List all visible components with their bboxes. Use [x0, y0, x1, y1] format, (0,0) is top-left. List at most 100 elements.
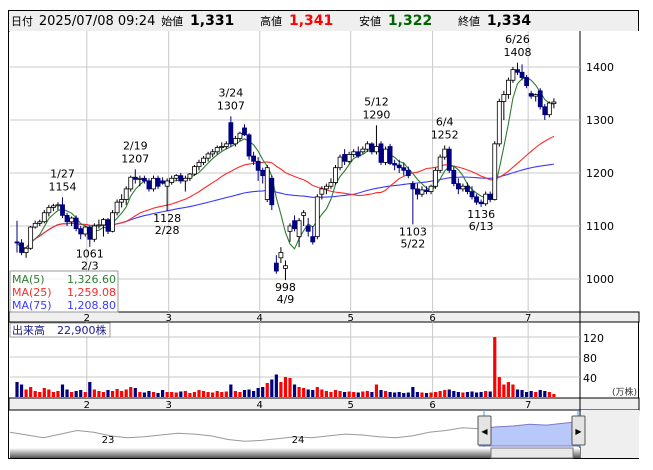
volume-tick-label: 120	[583, 332, 604, 345]
candle	[455, 178, 461, 195]
open-value: 1,331	[190, 13, 235, 29]
candle-body-up	[374, 146, 379, 153]
volume-bar	[192, 392, 197, 397]
candle-body-up	[351, 151, 357, 155]
candle-body-up	[301, 212, 307, 216]
candle	[23, 247, 29, 258]
candle-body-up	[151, 177, 156, 190]
volume-bar	[56, 391, 60, 397]
candle	[451, 166, 457, 187]
candle	[264, 165, 270, 203]
candle	[192, 165, 197, 176]
volume-bar	[288, 378, 292, 397]
candle	[410, 180, 416, 225]
volume-bar	[388, 392, 392, 397]
y-tick-label: 1000	[586, 273, 614, 286]
high-label: 高値	[260, 15, 283, 28]
candle-body-down	[387, 146, 393, 164]
candle	[201, 156, 206, 166]
candle-body-up	[546, 102, 552, 116]
month-tick-label-volume: 4	[257, 400, 263, 411]
candle-body-down	[260, 169, 266, 177]
navigator-scrollbar[interactable]	[10, 447, 580, 459]
candle-body-down	[451, 169, 457, 185]
volume-bar	[47, 389, 51, 397]
candle-body-up	[182, 177, 188, 182]
candle	[428, 184, 434, 195]
candle	[424, 186, 429, 195]
candle-body-up	[296, 220, 302, 237]
candle	[387, 143, 393, 166]
candle	[255, 157, 261, 181]
candle	[219, 142, 225, 151]
volume-bar	[138, 392, 142, 397]
ma-legend: MA(5) 1,326.60 MA(25) 1,259.08 MA(75) 1,208.8…	[9, 270, 119, 313]
volume-bar	[474, 392, 479, 397]
annotation-date: 6/4	[436, 115, 454, 128]
candle-body-up	[69, 217, 74, 223]
volume-bar	[429, 392, 433, 397]
annotation-value: 1207	[121, 152, 149, 165]
candle	[128, 175, 134, 192]
candle	[392, 159, 398, 171]
month-tick-label-volume: 5	[348, 400, 354, 411]
volume-unit-label: (万株)	[612, 386, 637, 398]
y-tick-label: 1200	[586, 167, 614, 180]
volume-bar	[247, 389, 251, 397]
volume-bar	[142, 392, 146, 397]
navigator-year-label: 23	[102, 435, 115, 446]
legend-value: 1,259.08	[67, 286, 116, 299]
candle-body-down	[378, 143, 384, 163]
candle	[137, 175, 143, 187]
candle	[237, 131, 243, 142]
volume-bar	[324, 391, 328, 397]
annotation-value: 1103	[399, 225, 427, 238]
month-tick-label-volume: 3	[166, 400, 172, 411]
volume-bar	[465, 392, 470, 397]
volume-bar	[170, 392, 174, 397]
volume-bar	[424, 393, 429, 397]
candle	[474, 194, 479, 205]
volume-bar	[461, 392, 465, 397]
volume-bar	[393, 392, 397, 397]
candle	[524, 74, 529, 89]
close-label: 終値	[458, 15, 481, 28]
candle	[246, 133, 252, 160]
legend-value: 1,208.80	[67, 299, 116, 312]
candle-body-up	[41, 212, 47, 223]
volume-bar	[488, 391, 492, 397]
candle	[210, 149, 216, 158]
volume-bar	[543, 391, 547, 397]
candle	[260, 167, 266, 184]
candle	[273, 255, 279, 274]
arrow-right-icon: ▶	[575, 427, 582, 436]
candle	[73, 215, 79, 232]
candle-body-up	[55, 204, 61, 207]
volume-bar	[365, 391, 369, 397]
navigator-right-handle[interactable]: ▶	[571, 415, 586, 446]
candle	[478, 199, 484, 207]
annotation-date: 5/22	[400, 237, 425, 250]
candle	[360, 146, 366, 154]
candle-body-up	[428, 185, 434, 192]
candle	[101, 218, 106, 237]
candle	[123, 186, 129, 205]
volume-bar	[534, 392, 538, 397]
candle	[132, 169, 138, 184]
candle	[41, 210, 47, 224]
candle	[205, 151, 211, 162]
candle-body-up	[364, 143, 370, 150]
candle-body-up	[492, 143, 498, 200]
volume-bar	[292, 384, 297, 397]
candle-body-down	[478, 201, 484, 205]
annotation-value: 1128	[153, 212, 181, 225]
legend-box	[9, 270, 119, 313]
candle-body-up	[219, 146, 225, 148]
candle	[374, 125, 379, 155]
candle	[546, 101, 552, 118]
candle	[51, 203, 56, 212]
candle	[96, 219, 102, 229]
candle-body-down	[342, 154, 348, 162]
volume-bar	[447, 389, 451, 397]
navigator-left-handle[interactable]: ◀	[477, 415, 492, 446]
